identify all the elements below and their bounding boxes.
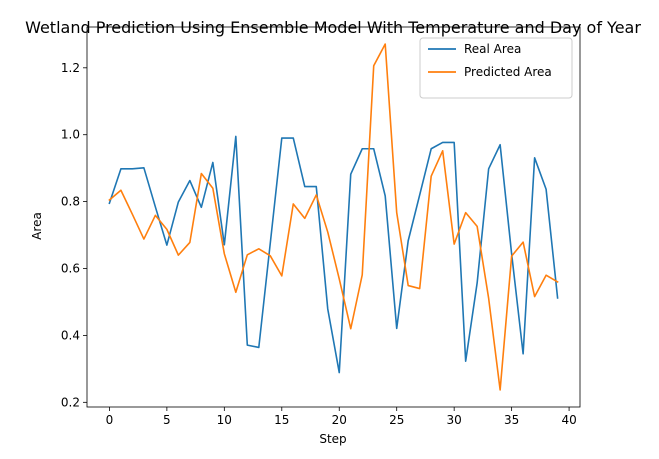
x-tick-label: 30 (447, 413, 462, 427)
legend-label-predicted-area: Predicted Area (464, 65, 552, 79)
x-tick-label: 20 (332, 413, 347, 427)
legend: Real Area Predicted Area (419, 37, 573, 99)
y-tick-label: 1.2 (61, 61, 80, 75)
legend-box (419, 37, 573, 99)
plot-area: 0 5 10 15 20 25 30 35 40 0.2 0.4 0.6 0.8 1.0 1.2 (61, 26, 581, 427)
y-tick-label: 0.2 (61, 395, 80, 409)
chart-title: Wetland Prediction Using Ensemble Model … (25, 18, 641, 37)
y-axis-label: Area (30, 212, 44, 240)
series-line-real-area (108, 135, 559, 374)
x-tick-label: 35 (504, 413, 519, 427)
x-axis-label: Step (319, 432, 346, 446)
series-line-predicted-area (108, 43, 559, 391)
x-tick-label: 40 (561, 413, 576, 427)
y-tick-label: 0.6 (61, 262, 80, 276)
y-tick-label: 0.8 (61, 195, 80, 209)
y-tick-label: 1.0 (61, 128, 80, 142)
axes-frame (86, 26, 581, 408)
y-tick-label: 0.4 (61, 328, 80, 342)
x-tick-label: 15 (274, 413, 289, 427)
x-tick-label: 10 (217, 413, 232, 427)
x-tick-label: 0 (106, 413, 114, 427)
legend-label-real-area: Real Area (464, 42, 521, 56)
x-tick-label: 5 (163, 413, 171, 427)
x-tick-label: 25 (389, 413, 404, 427)
